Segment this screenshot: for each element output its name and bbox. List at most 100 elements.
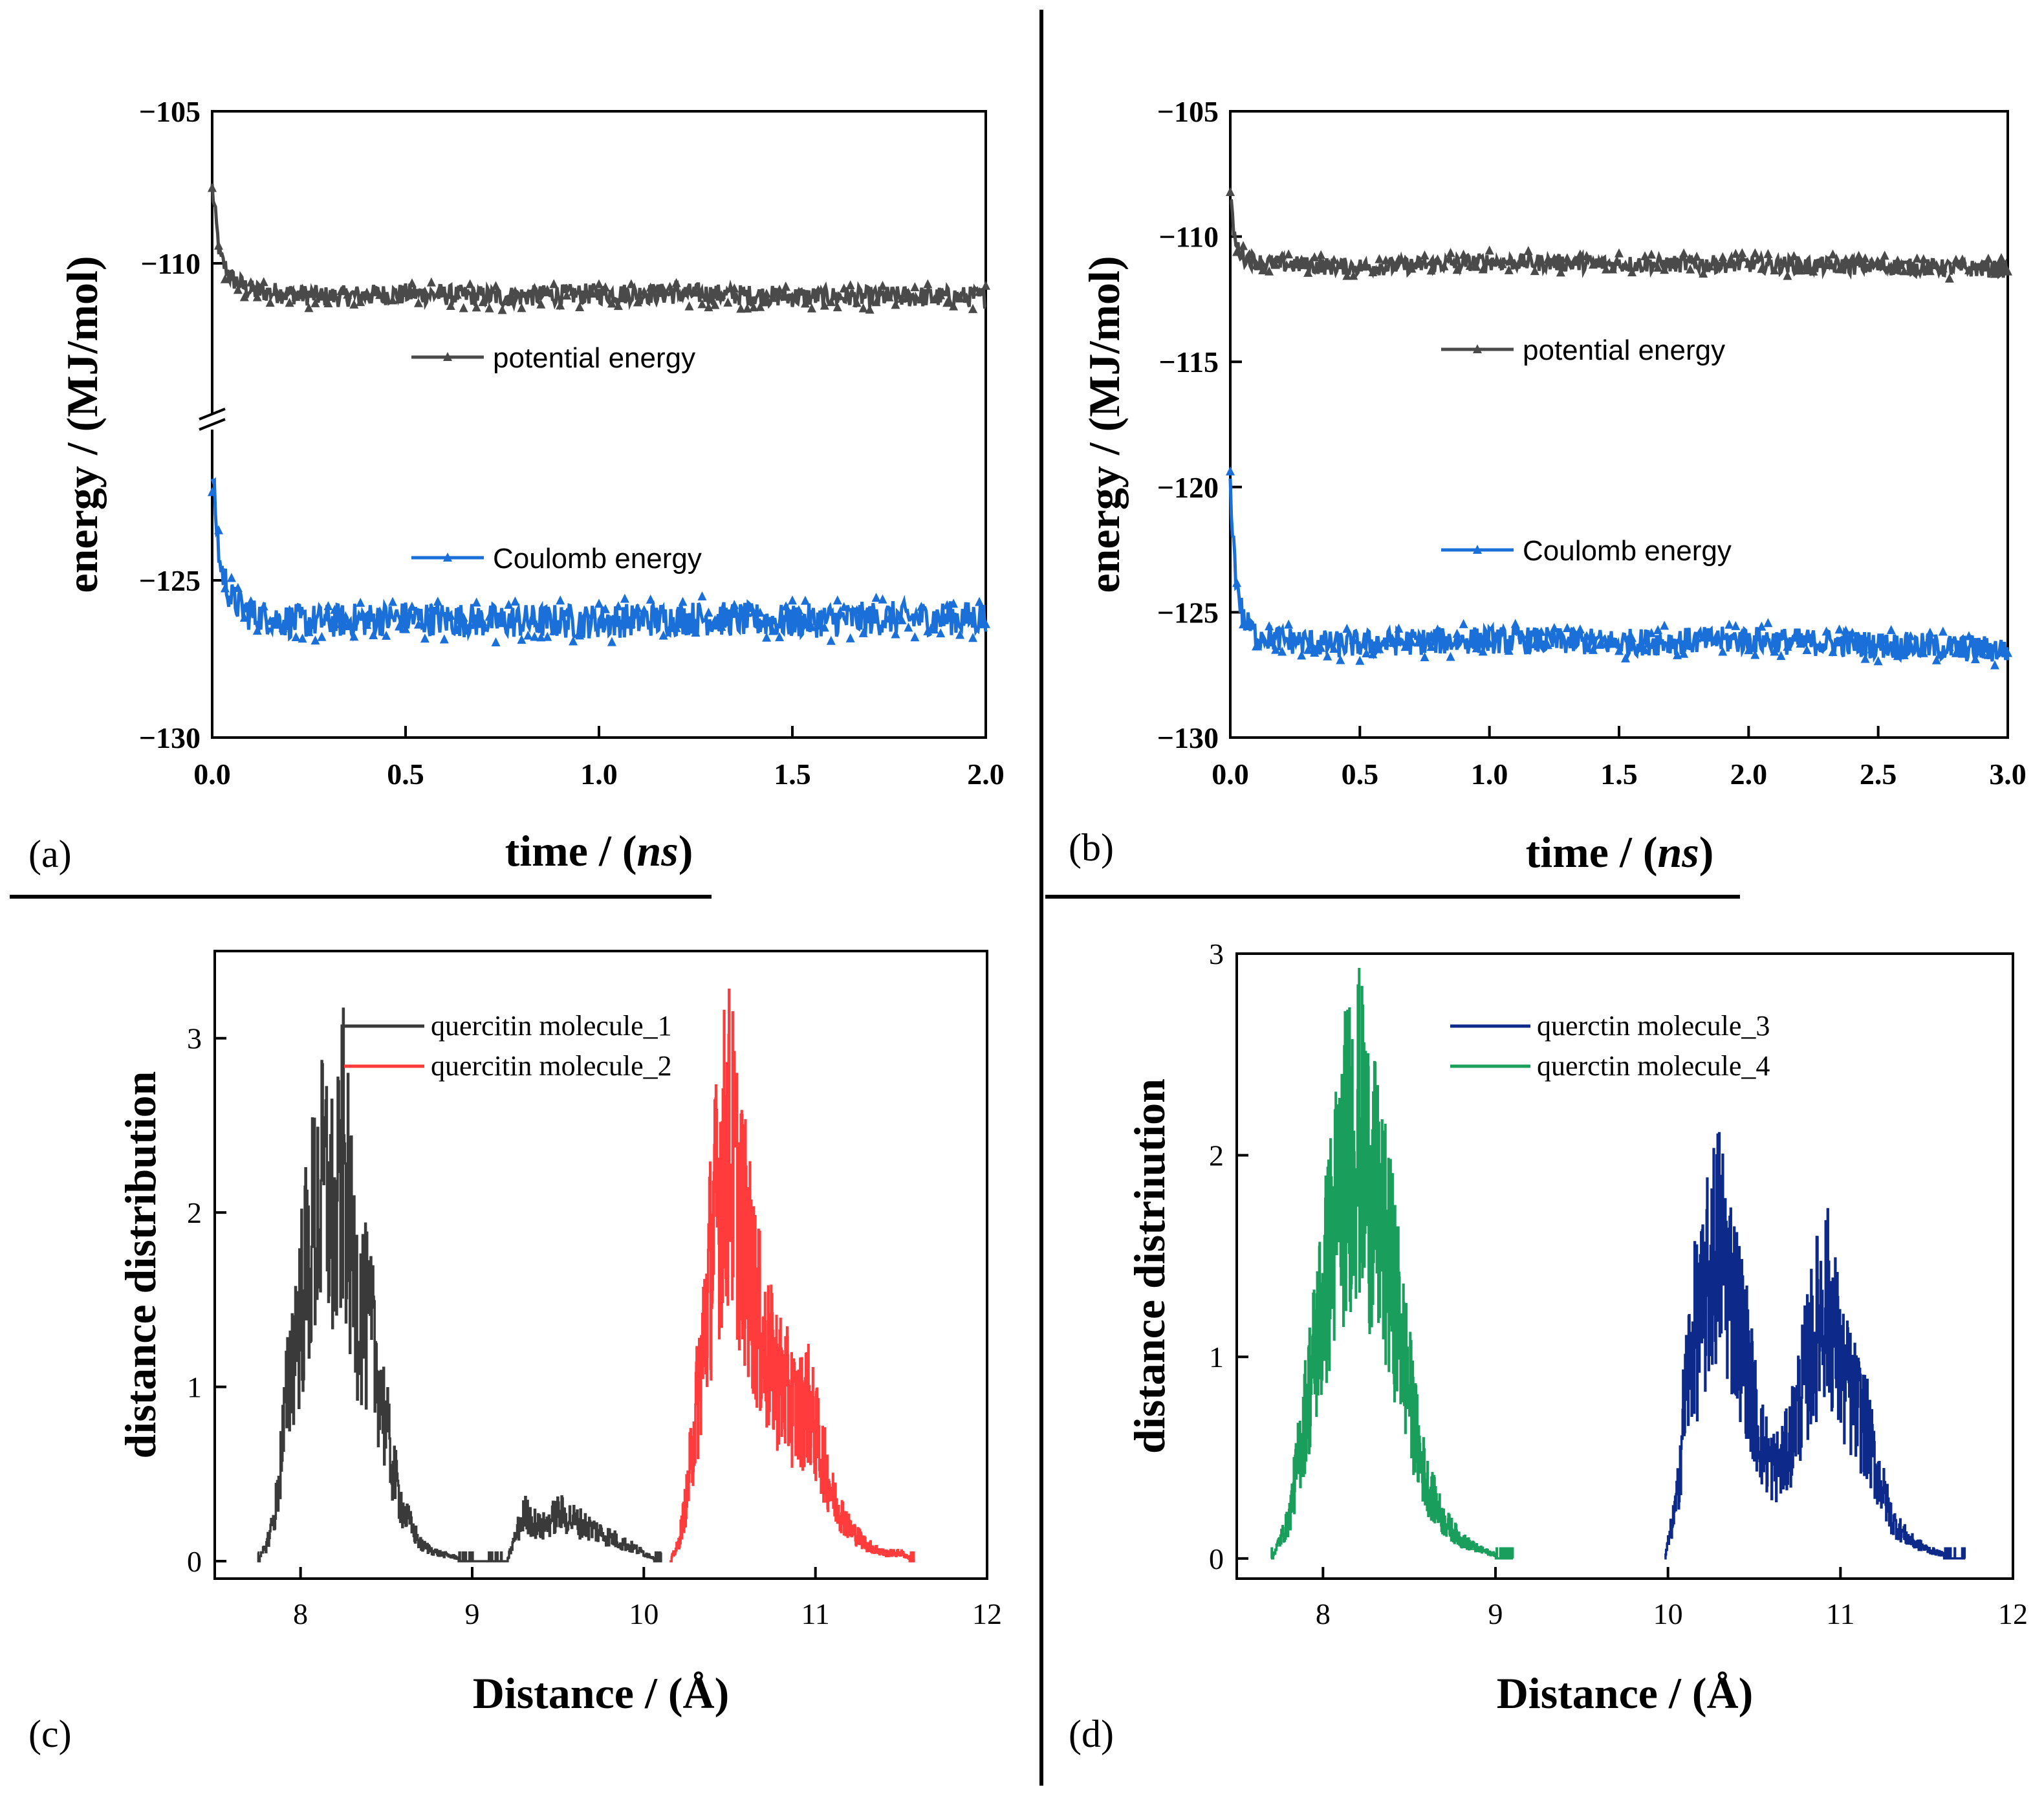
series-marker-1: [839, 283, 849, 293]
series-marker-1: [226, 272, 236, 281]
series-marker-1: [955, 293, 965, 303]
series-marker-2: [543, 631, 552, 641]
series-marker-2: [291, 631, 301, 641]
y-tick-label: 3: [1209, 937, 1224, 970]
series-marker-2: [497, 618, 507, 628]
series-marker-2: [1692, 633, 1702, 642]
series-marker-2: [517, 635, 527, 644]
series-marker-2: [1290, 634, 1300, 644]
x-tick-label: 9: [465, 1597, 480, 1630]
series-marker-1: [652, 283, 662, 293]
series-marker-2: [426, 602, 436, 612]
series-marker-1: [613, 301, 623, 311]
x-tick-label: 1.5: [774, 758, 811, 791]
series-marker-1: [1957, 254, 1967, 264]
series-marker-2: [1634, 642, 1644, 652]
series-marker-2: [1284, 619, 1294, 629]
legend-label: Coulomb energy: [1523, 535, 1732, 567]
series-marker-2: [588, 609, 598, 619]
series-marker-1: [1912, 253, 1922, 263]
series-marker-2: [1407, 637, 1417, 646]
y-tick-label: −130: [139, 721, 201, 754]
series-marker-1: [1232, 246, 1242, 256]
series-marker-2: [1478, 646, 1488, 656]
series-marker-2: [845, 633, 855, 642]
series-marker-2: [1342, 624, 1352, 633]
series-marker-2: [285, 605, 294, 615]
series-marker-1: [658, 284, 668, 294]
series-marker-2: [1472, 643, 1481, 653]
legend: querctin molecule_3 querctin molecule_4: [1450, 1010, 1770, 1082]
series-marker-1: [1854, 250, 1864, 260]
series-marker-2: [1491, 633, 1501, 643]
series-marker-1: [1478, 264, 1488, 274]
series-marker-1: [1964, 265, 1973, 274]
x-tick-label: 2.0: [1730, 758, 1768, 791]
series-marker-2: [259, 601, 268, 611]
series-marker-1: [639, 287, 649, 296]
series-marker-2: [336, 619, 346, 628]
series-marker-2: [1731, 620, 1741, 630]
series-marker-2: [788, 595, 797, 605]
series-marker-2: [1938, 626, 1948, 636]
series-marker-2: [1712, 631, 1721, 641]
series-marker-2: [800, 595, 810, 605]
series-marker-2: [826, 635, 836, 645]
series-marker-1: [1323, 260, 1332, 270]
x-axis-title: Distance / (Å): [473, 1669, 730, 1718]
series-marker-1: [1686, 264, 1695, 274]
series-marker-1: [1634, 258, 1644, 268]
series-marker-2: [665, 622, 675, 632]
series-marker-1: [781, 281, 791, 291]
series-marker-1: [465, 279, 475, 289]
series-marker-1: [1575, 249, 1585, 259]
legend-label: quercitin molecule_2: [431, 1050, 672, 1082]
series-marker-2: [1660, 620, 1669, 630]
series-marker-2: [1899, 650, 1909, 659]
series-marker-2: [1607, 639, 1617, 648]
x-tick-label: 3.0: [1989, 758, 2027, 791]
series-marker-1: [1615, 248, 1624, 257]
series-marker-1: [807, 303, 816, 312]
series-marker-1: [336, 286, 346, 296]
series-marker-2: [1271, 644, 1281, 654]
series-marker-1: [743, 303, 752, 313]
series-marker-1: [1699, 268, 1708, 278]
series-marker-1: [1265, 266, 1274, 276]
series-marker-2: [1867, 644, 1876, 653]
legend-marker: [443, 352, 452, 361]
series-marker-2: [1368, 649, 1378, 659]
series-marker-2: [1336, 655, 1345, 664]
series-marker-1: [665, 281, 675, 291]
series-marker-2: [710, 615, 720, 624]
series-marker-2: [1426, 642, 1436, 652]
series-marker-2: [536, 632, 546, 642]
series-marker-2: [1446, 652, 1455, 661]
series-marker-1: [439, 288, 449, 298]
series-marker-2: [1931, 655, 1941, 664]
series-marker-1: [1757, 263, 1767, 273]
y-tick-label: −105: [1157, 95, 1219, 128]
series-marker-1: [736, 303, 746, 313]
series-marker-2: [910, 632, 920, 642]
series-marker-1: [917, 294, 926, 303]
series-marker-1: [1607, 264, 1617, 274]
series-marker-2: [691, 627, 701, 637]
x-tick-label: 0.5: [1342, 758, 1379, 791]
series-marker-2: [1802, 645, 1812, 655]
series-marker-2: [530, 631, 539, 641]
series-marker-1: [246, 277, 256, 287]
series-marker-1: [1536, 257, 1546, 267]
series-marker-1: [272, 287, 281, 296]
x-axis-title-close: ): [1699, 827, 1714, 877]
series-marker-2: [936, 628, 946, 638]
series-marker-1: [317, 291, 327, 301]
series-marker-2: [620, 593, 629, 603]
series-marker-2: [1699, 631, 1708, 641]
series-marker-1: [1459, 249, 1468, 259]
series-marker-2: [865, 609, 875, 619]
series-marker-1: [884, 292, 894, 301]
series-marker-2: [1329, 644, 1339, 653]
series-marker-2: [942, 600, 952, 609]
series-marker-2: [208, 487, 217, 496]
